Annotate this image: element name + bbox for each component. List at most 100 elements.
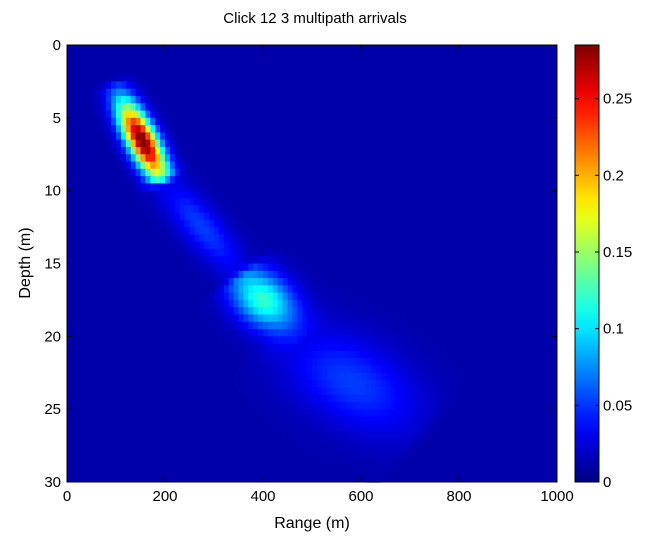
heatmap-cell bbox=[116, 103, 122, 112]
heatmap-cell bbox=[233, 314, 240, 323]
heatmap-cell bbox=[405, 438, 411, 447]
heatmap-cell bbox=[414, 358, 421, 367]
heatmap-cell bbox=[414, 380, 421, 388]
heatmap-cell bbox=[331, 380, 338, 388]
heatmap-cell bbox=[165, 168, 171, 177]
heatmap-cell bbox=[307, 263, 313, 272]
heatmap-cell bbox=[233, 380, 240, 388]
heatmap-cell bbox=[106, 74, 112, 83]
heatmap-cell bbox=[312, 401, 318, 410]
heatmap-cell bbox=[179, 212, 186, 221]
heatmap-cell bbox=[263, 270, 269, 279]
heatmap-cell bbox=[395, 394, 401, 403]
heatmap-cell bbox=[316, 270, 323, 279]
heatmap-cell bbox=[120, 154, 127, 163]
heatmap-cell bbox=[277, 358, 284, 367]
heatmap-cell bbox=[414, 329, 421, 337]
heatmap-cell bbox=[410, 438, 416, 447]
heatmap-cell bbox=[375, 372, 382, 381]
heatmap-cell bbox=[341, 299, 347, 308]
heatmap-cell bbox=[120, 125, 127, 133]
heatmap-cell bbox=[204, 314, 210, 323]
heatmap-cell bbox=[331, 329, 338, 337]
heatmap-cell bbox=[120, 81, 127, 90]
heatmap-cell bbox=[169, 125, 176, 133]
heatmap-cell bbox=[292, 365, 298, 374]
heatmap-cell bbox=[243, 314, 249, 323]
heatmap-cell bbox=[424, 343, 431, 352]
heatmap-cell bbox=[243, 278, 249, 286]
heatmap-cell bbox=[297, 358, 303, 367]
heatmap-cell bbox=[96, 110, 102, 119]
heatmap-cell bbox=[375, 401, 382, 410]
heatmap-cell bbox=[228, 321, 235, 330]
heatmap-cell bbox=[444, 372, 450, 381]
heatmap-cell bbox=[223, 197, 230, 206]
heatmap-cell bbox=[292, 387, 298, 396]
heatmap-cell bbox=[287, 416, 293, 425]
heatmap-cell bbox=[385, 416, 391, 425]
heatmap-cell bbox=[223, 292, 230, 301]
heatmap-cell bbox=[263, 380, 269, 388]
heatmap-cell bbox=[267, 285, 274, 294]
heatmap-cell bbox=[307, 329, 313, 337]
heatmap-cell bbox=[405, 365, 411, 374]
heatmap-cell bbox=[419, 423, 426, 432]
heatmap-cell bbox=[302, 278, 308, 286]
heatmap-cell bbox=[321, 329, 328, 337]
heatmap-cell bbox=[292, 248, 298, 257]
heatmap-cell bbox=[189, 190, 195, 199]
heatmap-cell bbox=[414, 423, 421, 432]
heatmap-cell bbox=[292, 416, 298, 425]
heatmap-cell bbox=[365, 380, 372, 388]
heatmap-cell bbox=[405, 401, 411, 410]
heatmap-cell bbox=[272, 307, 279, 316]
heatmap-cell bbox=[218, 292, 225, 301]
heatmap-cell bbox=[400, 394, 406, 403]
heatmap-cell bbox=[174, 146, 181, 155]
heatmap-cell bbox=[135, 110, 142, 119]
heatmap-cell bbox=[258, 358, 264, 367]
heatmap-cell bbox=[375, 438, 382, 447]
heatmap-cell bbox=[111, 139, 117, 148]
heatmap-cell bbox=[439, 343, 445, 352]
heatmap-cell bbox=[321, 423, 328, 432]
heatmap-cell bbox=[346, 467, 352, 476]
heatmap-cell bbox=[287, 350, 293, 359]
heatmap-cell bbox=[174, 132, 181, 141]
heatmap-cell bbox=[209, 307, 215, 316]
heatmap-cell bbox=[145, 161, 151, 170]
heatmap-cell bbox=[287, 270, 293, 279]
heatmap-cell bbox=[449, 365, 455, 374]
heatmap-cell bbox=[365, 343, 372, 352]
heatmap-cell bbox=[189, 263, 195, 272]
heatmap-cell bbox=[410, 431, 416, 439]
heatmap-cell bbox=[165, 132, 171, 141]
heatmap-cell bbox=[135, 168, 142, 177]
heatmap-cell bbox=[424, 380, 431, 388]
heatmap-cell bbox=[253, 343, 259, 352]
heatmap-cell bbox=[277, 256, 284, 265]
heatmap-cell bbox=[272, 256, 279, 265]
heatmap-cell bbox=[96, 117, 102, 126]
heatmap-cell bbox=[341, 387, 347, 396]
heatmap-cell bbox=[424, 394, 431, 403]
heatmap-cell bbox=[365, 314, 372, 323]
heatmap-cell bbox=[370, 445, 377, 454]
heatmap-cell bbox=[307, 431, 313, 439]
heatmap-cell bbox=[223, 248, 230, 257]
heatmap-cell bbox=[307, 292, 313, 301]
heatmap-cell bbox=[189, 161, 195, 170]
heatmap-cell bbox=[326, 416, 333, 425]
heatmap-cell bbox=[331, 372, 338, 381]
heatmap-cell bbox=[243, 394, 249, 403]
heatmap-cell bbox=[204, 212, 210, 221]
heatmap-cell bbox=[410, 321, 416, 330]
heatmap-cell bbox=[199, 168, 205, 177]
heatmap-cell bbox=[307, 270, 313, 279]
heatmap-cell bbox=[130, 125, 137, 133]
heatmap-cell bbox=[331, 321, 338, 330]
heatmap-cell bbox=[400, 329, 406, 337]
heatmap-cell bbox=[150, 212, 156, 221]
